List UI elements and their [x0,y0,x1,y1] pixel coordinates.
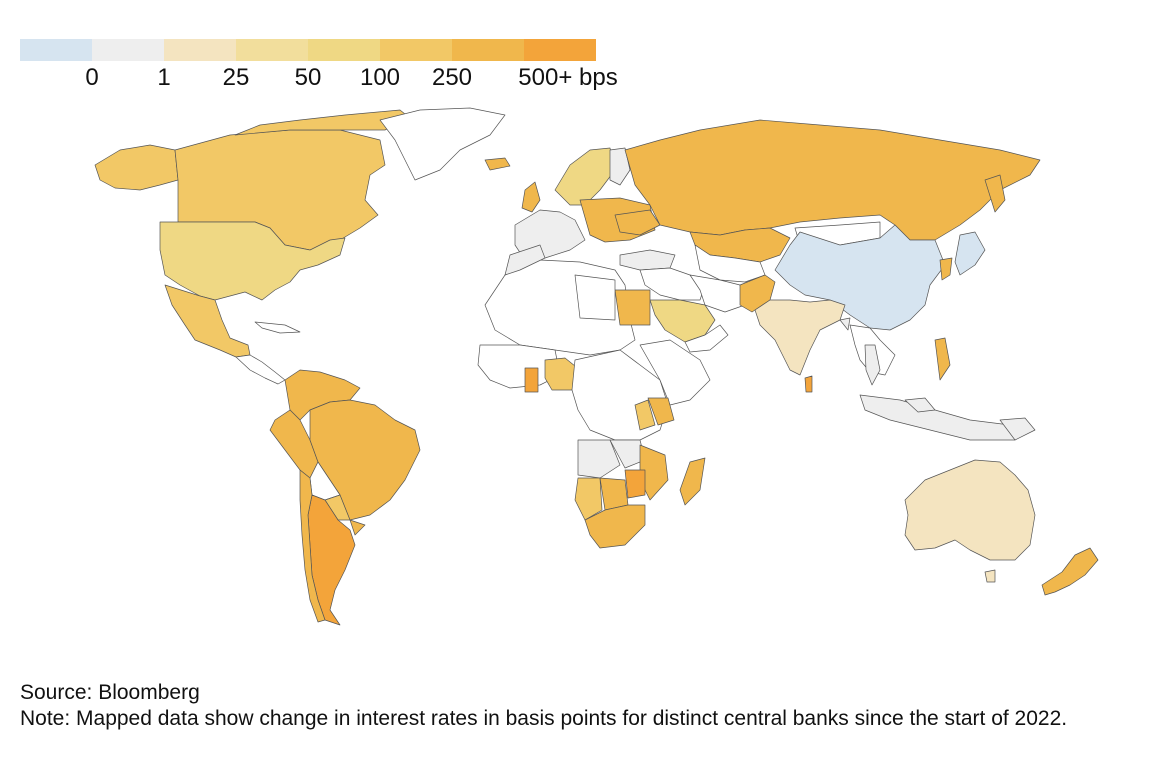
country-india [754,299,846,376]
legend-swatch-100 [308,39,380,61]
country-ghana [524,367,539,393]
country-tasmania [984,569,996,583]
country-uk [521,181,541,213]
country-middle-east [639,267,706,301]
country-east-africa [634,399,656,431]
country-yemen-oman [684,324,729,353]
country-libya [574,274,616,321]
legend-swatch-500 [452,39,524,61]
country-philippines [934,337,951,381]
country-japan [954,231,986,276]
color-legend: 0 1 25 50 100 250 500+ bps [20,39,618,91]
legend-swatch-zero [20,39,92,61]
country-uruguay [349,519,366,536]
country-botswana [599,477,629,511]
country-indonesia [859,394,1016,441]
country-egypt [614,289,651,326]
country-alaska [94,144,179,191]
chart-footer: Source: Bloomberg Note: Mapped data show… [20,680,1130,732]
legend-label-500-plus: 500+ bps [518,64,618,91]
country-horn-africa [639,339,711,406]
legend-label-1: 1 [157,64,171,91]
country-thailand [864,344,881,386]
country-cuba [254,321,301,334]
country-greenland [379,107,506,181]
country-zimbabwe [624,469,646,499]
country-scandinavia [554,147,616,206]
country-kamchatka [984,174,1006,213]
country-russia [624,119,1041,241]
legend-color-bar [20,39,596,61]
legend-swatch-500-plus [524,39,596,61]
country-png [999,417,1036,441]
legend-swatch-50 [236,39,308,61]
country-namibia [574,477,603,521]
country-kenya [647,397,675,426]
country-chile [299,469,326,623]
country-west-africa [477,344,561,389]
country-new-zealand [1041,547,1099,596]
country-sri-lanka [804,375,813,393]
country-south-africa [584,504,646,549]
country-malaysia [904,397,936,413]
legend-swatch-25 [164,39,236,61]
world-map [94,107,1099,626]
country-korea [939,257,953,281]
method-note: Note: Mapped data show change in interes… [20,707,1068,730]
country-bangladesh [839,317,851,331]
country-turkey [619,249,676,271]
country-iceland [484,157,511,171]
country-finland [609,147,631,186]
country-usa [159,221,346,301]
legend-label-100: 100 [359,64,401,91]
legend-label-0: 0 [85,64,99,91]
country-ukraine [614,209,661,236]
country-angola [577,439,621,479]
source-note: Source: Bloomberg [20,681,200,704]
country-central-america [235,354,286,385]
legend-swatch-1 [92,39,164,61]
country-australia [904,459,1036,561]
legend-swatch-250 [380,39,452,61]
legend-label-250: 250 [431,64,473,91]
country-morocco [504,244,546,276]
legend-label-50: 50 [294,64,322,91]
country-madagascar [679,457,706,506]
legend-label-25: 25 [222,64,250,91]
country-iran [689,274,746,313]
